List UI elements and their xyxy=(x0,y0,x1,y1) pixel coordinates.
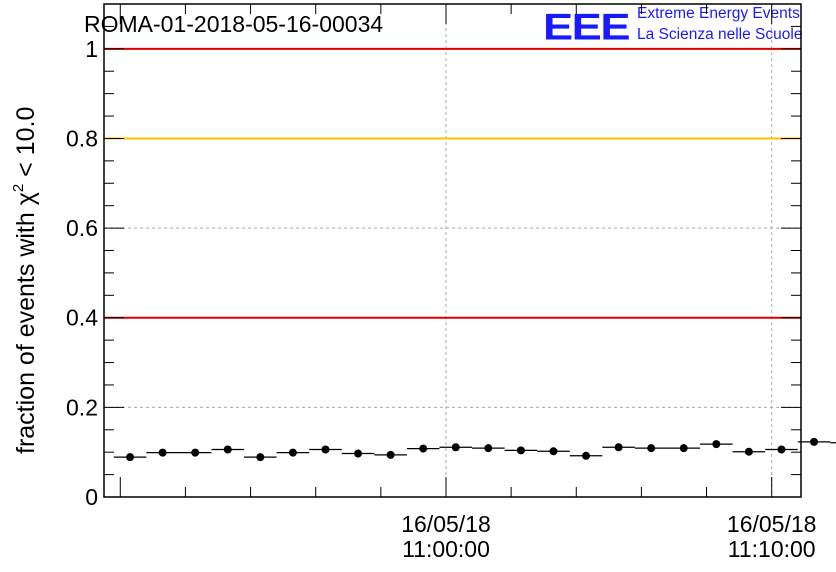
plot-frame xyxy=(103,3,802,498)
data-point xyxy=(549,447,558,456)
logo-line-2: La Scienza nelle Scuole xyxy=(637,26,802,43)
data-point xyxy=(582,451,591,460)
data-point xyxy=(191,448,200,457)
data-point xyxy=(451,443,460,452)
plot-area: 00.20.40.60.8116/05/1811:00:0016/05/1811… xyxy=(66,3,836,562)
y-tick-label: 0.2 xyxy=(66,394,98,420)
x-tick-label-date: 16/05/18 xyxy=(401,511,491,537)
data-point xyxy=(777,445,786,454)
data-point xyxy=(158,448,167,457)
y-tick-label: 0.6 xyxy=(66,215,98,241)
y-axis-label: fraction of events with χ2 < 10.0 xyxy=(10,107,40,454)
data-point xyxy=(712,440,721,449)
data-point xyxy=(647,444,656,453)
data-point xyxy=(321,445,330,454)
logo-mark: EEE xyxy=(543,7,630,49)
data-point xyxy=(223,445,232,454)
y-tick-label: 1 xyxy=(85,36,98,62)
logo-line-1: Extreme Energy Events xyxy=(637,5,800,22)
data-point xyxy=(419,444,428,453)
data-point xyxy=(256,453,265,462)
data-point xyxy=(484,444,493,453)
data-point xyxy=(614,443,623,452)
x-tick-label-date: 16/05/18 xyxy=(727,511,817,537)
data-point xyxy=(744,447,753,456)
chart-title: ROMA-01-2018-05-16-00034 xyxy=(84,11,383,37)
data-point xyxy=(288,448,297,457)
x-tick-label-time: 11:00:00 xyxy=(402,536,490,562)
data-point xyxy=(679,444,688,453)
y-tick-label: 0.8 xyxy=(66,125,98,151)
data-point xyxy=(126,453,135,462)
data-point xyxy=(516,446,525,455)
data-point xyxy=(386,450,395,459)
data-point xyxy=(354,449,363,458)
y-tick-label: 0 xyxy=(85,484,98,510)
x-tick-label-time: 11:10:00 xyxy=(728,536,816,562)
y-tick-label: 0.4 xyxy=(66,305,98,331)
data-point xyxy=(810,437,819,446)
eee-logo: EEE Extreme Energy Events La Scienza nel… xyxy=(543,5,802,49)
